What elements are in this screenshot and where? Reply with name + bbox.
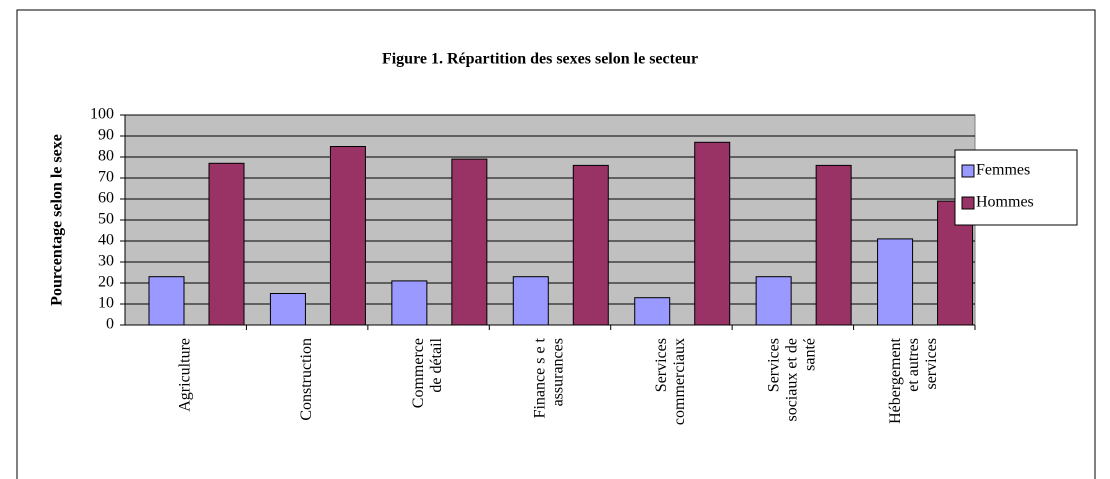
bar xyxy=(815,164,852,326)
bar xyxy=(634,297,671,326)
y-tick-label: 70 xyxy=(98,169,114,186)
x-tick-label: Finance s e t xyxy=(532,337,549,418)
bar xyxy=(269,293,306,326)
y-tick-label: 80 xyxy=(98,148,114,165)
bar xyxy=(329,146,366,326)
y-tick-label: 0 xyxy=(106,316,114,333)
x-tick-label: de détail xyxy=(428,337,445,392)
y-tick-label: 10 xyxy=(98,295,114,312)
bar xyxy=(755,276,792,326)
chart-title: Figure 1. Répartition des sexes selon le… xyxy=(382,51,698,68)
bar xyxy=(391,280,428,326)
x-tick-label: et autres xyxy=(905,338,922,392)
x-tick-label: Construction xyxy=(298,338,315,421)
bar xyxy=(451,158,488,326)
x-tick-label: Services xyxy=(766,338,783,392)
legend-swatch xyxy=(961,164,975,178)
x-tick-label: sociaux et de xyxy=(784,338,801,422)
legend-label: Femmes xyxy=(976,162,1030,179)
y-tick-label: 90 xyxy=(98,127,114,144)
x-tick-label: services xyxy=(923,338,940,390)
x-tick-label: Commerce xyxy=(410,338,427,408)
legend-label: Hommes xyxy=(976,194,1034,211)
x-tick-label: assurances xyxy=(550,338,567,406)
bar xyxy=(208,162,245,326)
y-tick-label: 50 xyxy=(98,211,114,228)
x-tick-label: commerciaux xyxy=(671,338,688,425)
bar xyxy=(877,238,914,326)
bar xyxy=(148,276,185,326)
x-tick-label: Agriculture xyxy=(176,338,193,412)
y-tick-label: 40 xyxy=(98,232,114,249)
y-tick-label: 20 xyxy=(98,274,114,291)
y-tick-label: 60 xyxy=(98,190,114,207)
bar xyxy=(572,164,609,326)
frame xyxy=(16,9,1096,479)
legend-swatch xyxy=(961,196,975,210)
y-tick-label: 100 xyxy=(90,106,114,123)
y-tick-label: 30 xyxy=(98,253,114,270)
x-tick-label: Services xyxy=(653,338,670,392)
bar xyxy=(694,141,731,326)
bar xyxy=(512,276,549,326)
legend xyxy=(954,149,1078,226)
x-tick-label: Hébergement xyxy=(887,337,904,423)
x-tick-label: santé xyxy=(802,338,819,371)
y-axis-label: Pourcentage selon le sexe xyxy=(49,134,66,306)
